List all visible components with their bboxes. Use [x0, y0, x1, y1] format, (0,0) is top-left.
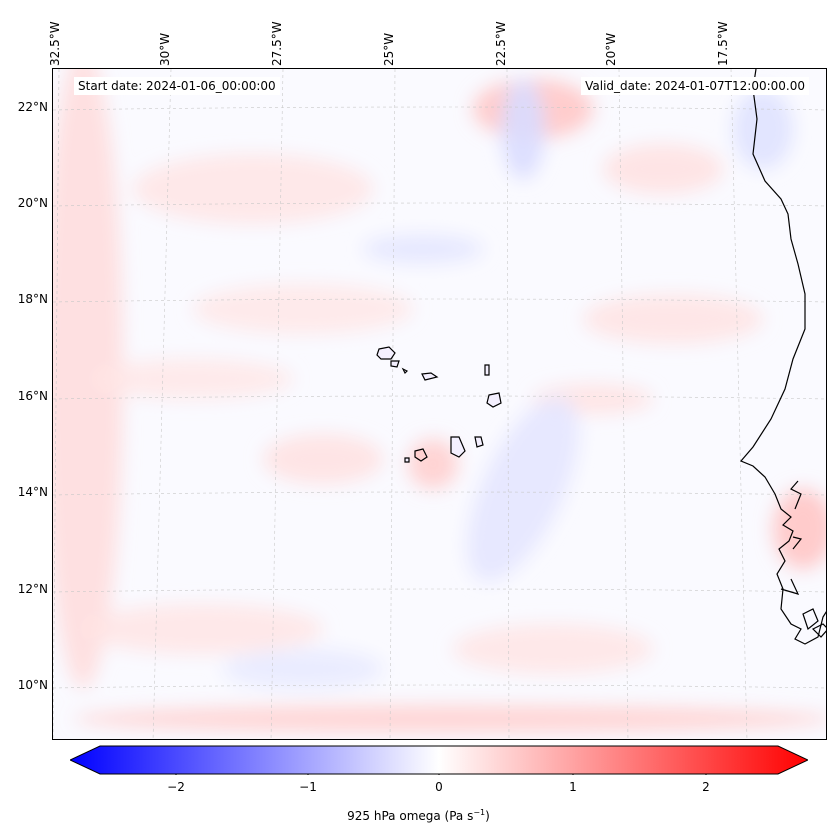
lon-label-25w: 25°W	[382, 32, 396, 66]
colorbar-title: 925 hPa omega (Pa s−1)	[347, 808, 490, 823]
lon-label-22-5w: 22.5°W	[494, 21, 508, 66]
lat-label-10n: 10°N	[17, 678, 48, 692]
lat-label-18n: 18°N	[17, 292, 48, 306]
lon-label-30w: 30°W	[158, 32, 172, 66]
colorbar-tick-2: 2	[702, 780, 710, 794]
colorbar	[68, 745, 810, 778]
colorbar-tick-minus2: −2	[167, 780, 185, 794]
colorbar-tick-minus1: −1	[299, 780, 317, 794]
colorbar-tick-1: 1	[569, 780, 577, 794]
graticule	[53, 69, 826, 739]
omega-field	[53, 69, 826, 733]
lat-label-16n: 16°N	[17, 389, 48, 403]
colorbar-gradient	[68, 745, 810, 775]
cape-verde-islands	[376, 346, 502, 463]
coast-senegal-detail	[780, 480, 826, 638]
lon-label-32-5w: 32.5°W	[48, 21, 62, 66]
valid-date-label: Valid_date: 2024-01-07T12:00:00.00	[581, 77, 809, 95]
lat-label-22n: 22°N	[17, 100, 48, 114]
west-africa-coast	[740, 69, 826, 645]
lon-label-20w: 20°W	[604, 32, 618, 66]
map-canvas	[53, 69, 826, 739]
lat-label-20n: 20°N	[17, 196, 48, 210]
omega-map	[52, 68, 827, 740]
lat-label-12n: 12°N	[17, 582, 48, 596]
lat-label-14n: 14°N	[17, 485, 48, 499]
lon-label-17-5w: 17.5°W	[716, 21, 730, 66]
start-date-label: Start date: 2024-01-06_00:00:00	[74, 77, 280, 95]
lon-label-27-5w: 27.5°W	[270, 21, 284, 66]
colorbar-tick-0: 0	[435, 780, 443, 794]
